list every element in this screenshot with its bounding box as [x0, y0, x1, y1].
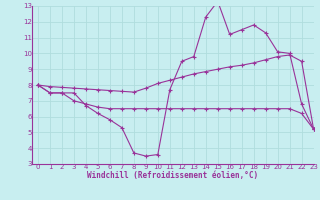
X-axis label: Windchill (Refroidissement éolien,°C): Windchill (Refroidissement éolien,°C)	[87, 171, 258, 180]
